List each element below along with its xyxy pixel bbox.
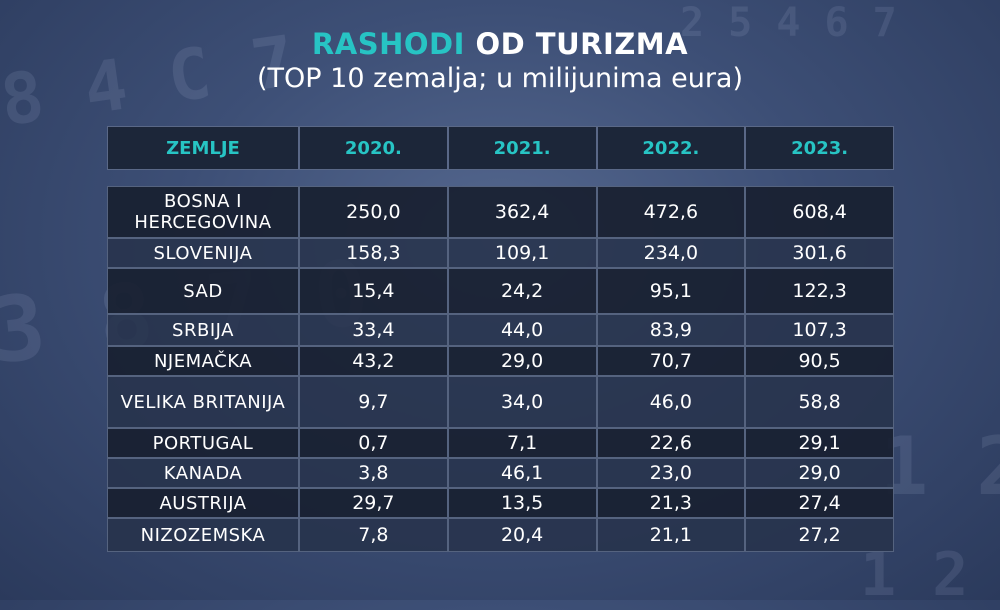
value-cell: 33,4 [299, 314, 448, 346]
value-cell: 27,2 [745, 518, 894, 552]
value-cell: 3,8 [299, 458, 448, 488]
value-cell: 29,0 [745, 458, 894, 488]
value-cell: 234,0 [596, 238, 746, 268]
value-cell: 158,3 [299, 238, 448, 268]
value-cell: 7,8 [299, 518, 448, 552]
value-cell: 44,0 [447, 314, 597, 346]
value-cell: 13,5 [447, 488, 597, 518]
value-cell: 9,7 [299, 376, 448, 428]
title-rest: OD TURIZMA [464, 27, 689, 61]
value-cell: 21,3 [596, 488, 746, 518]
country-cell: NIZOZEMSKA [107, 518, 299, 552]
value-cell: 34,0 [447, 376, 597, 428]
header-cell-year: 2022. [596, 126, 746, 170]
table-row: VELIKA BRITANIJA 9,7 34,0 46,0 58,8 [107, 376, 894, 428]
chart-title: RASHODI OD TURIZMA (TOP 10 zemalja; u mi… [0, 26, 1000, 96]
header-cell-year: 2021. [447, 126, 597, 170]
country-cell: BOSNA I HERCEGOVINA [107, 186, 299, 238]
header-cell-country: ZEMLJE [107, 126, 299, 170]
value-cell: 23,0 [596, 458, 746, 488]
chart-subtitle: (TOP 10 zemalja; u milijunima eura) [257, 63, 743, 94]
value-cell: 109,1 [447, 238, 597, 268]
value-cell: 0,7 [299, 428, 448, 458]
value-cell: 46,1 [447, 458, 597, 488]
background-ticker-text: 1 2 0 [880, 420, 1000, 513]
value-cell: 43,2 [299, 346, 448, 376]
value-cell: 29,0 [447, 346, 597, 376]
value-cell: 58,8 [745, 376, 894, 428]
table-row: SLOVENIJA 158,3 109,1 234,0 301,6 [107, 238, 894, 268]
table-row: NJEMAČKA 43,2 29,0 70,7 90,5 [107, 346, 894, 376]
value-cell: 608,4 [745, 186, 894, 238]
value-cell: 250,0 [299, 186, 448, 238]
country-cell: PORTUGAL [107, 428, 299, 458]
value-cell: 20,4 [447, 518, 597, 552]
country-cell: VELIKA BRITANIJA [107, 376, 299, 428]
country-cell: SLOVENIJA [107, 238, 299, 268]
value-cell: 15,4 [299, 268, 448, 314]
table-row: SRBIJA 33,4 44,0 83,9 107,3 [107, 314, 894, 346]
value-cell: 24,2 [447, 268, 597, 314]
value-cell: 122,3 [745, 268, 894, 314]
table-row: SAD 15,4 24,2 95,1 122,3 [107, 268, 894, 314]
table-row: NIZOZEMSKA 7,8 20,4 21,1 27,2 [107, 518, 894, 552]
value-cell: 362,4 [447, 186, 597, 238]
value-cell: 46,0 [596, 376, 746, 428]
table-row: BOSNA I HERCEGOVINA 250,0 362,4 472,6 608,4 [107, 186, 894, 238]
value-cell: 301,6 [745, 238, 894, 268]
title-main: RASHODI OD TURIZMA [0, 26, 1000, 62]
value-cell: 22,6 [596, 428, 746, 458]
value-cell: 27,4 [745, 488, 894, 518]
value-cell: 7,1 [447, 428, 597, 458]
value-cell: 472,6 [596, 186, 746, 238]
table-row: KANADA 3,8 46,1 23,0 29,0 [107, 458, 894, 488]
country-cell: AUSTRIJA [107, 488, 299, 518]
value-cell: 29,7 [299, 488, 448, 518]
value-cell: 90,5 [745, 346, 894, 376]
country-cell: KANADA [107, 458, 299, 488]
country-cell: NJEMAČKA [107, 346, 299, 376]
table-row: PORTUGAL 0,7 7,1 22,6 29,1 [107, 428, 894, 458]
header-cell-year: 2020. [299, 126, 448, 170]
value-cell: 29,1 [745, 428, 894, 458]
value-cell: 107,3 [745, 314, 894, 346]
country-cell: SAD [107, 268, 299, 314]
value-cell: 21,1 [596, 518, 746, 552]
country-cell: SRBIJA [107, 314, 299, 346]
data-table-body: BOSNA I HERCEGOVINA 250,0 362,4 472,6 608,4 S… [107, 186, 894, 552]
table-header-row: ZEMLJE 2020. 2021. 2022. 2023. [107, 126, 894, 170]
value-cell: 95,1 [596, 268, 746, 314]
value-cell: 83,9 [596, 314, 746, 346]
header-cell-year: 2023. [745, 126, 894, 170]
title-accent-word: RASHODI [311, 27, 465, 61]
table-row: AUSTRIJA 29,7 13,5 21,3 27,4 [107, 488, 894, 518]
value-cell: 70,7 [596, 346, 746, 376]
